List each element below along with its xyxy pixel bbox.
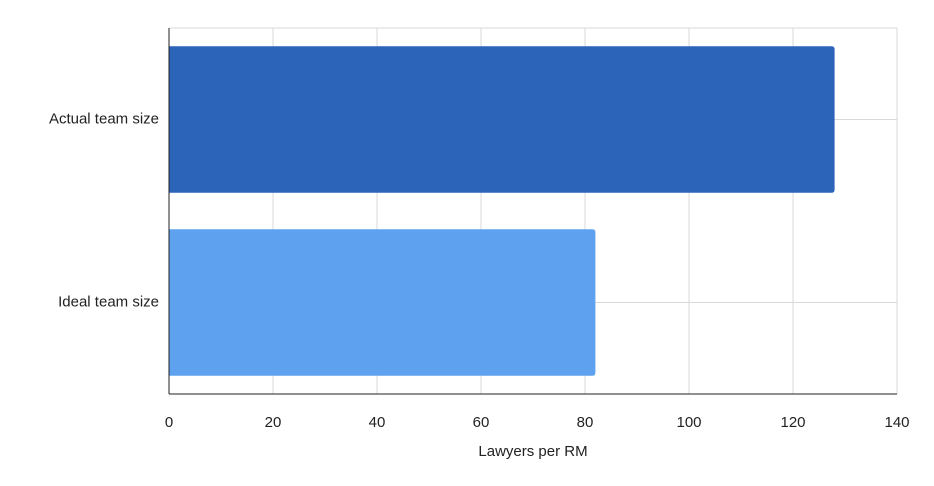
x-tick-label: 80 [577, 414, 594, 431]
x-tick-label: 100 [676, 414, 701, 431]
bar [169, 229, 596, 376]
x-tick-label: 0 [165, 414, 173, 431]
x-tick-label: 20 [265, 414, 282, 431]
x-tick-label: 140 [884, 414, 909, 431]
bar [169, 46, 835, 193]
y-tick-label: Ideal team size [58, 293, 159, 310]
y-tick-label: Actual team size [49, 110, 159, 127]
x-tick-label: 60 [473, 414, 490, 431]
x-tick-label: 40 [369, 414, 386, 431]
x-tick-label: 120 [780, 414, 805, 431]
x-axis-label: Lawyers per RM [478, 443, 587, 460]
